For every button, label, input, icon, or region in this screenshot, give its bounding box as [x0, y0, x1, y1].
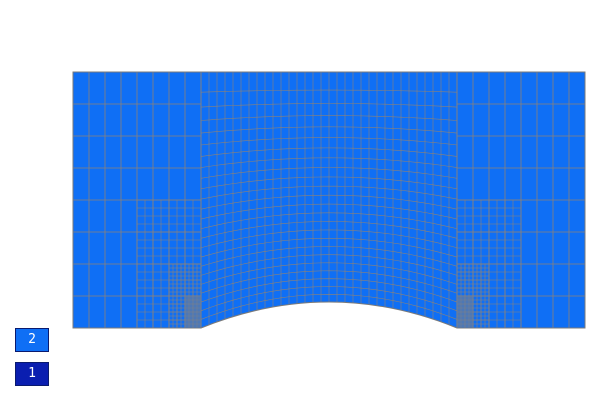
mesh-line: [200, 137, 458, 146]
mesh-line: [200, 115, 458, 121]
mesh-line: [200, 254, 458, 276]
mesh-line: [200, 126, 458, 134]
mesh-line: [200, 278, 458, 303]
mesh-line: [200, 203, 458, 220]
mesh-line: [200, 147, 458, 157]
mesh-line: [200, 262, 458, 285]
mesh-line: [200, 212, 458, 230]
mesh-line: [200, 176, 458, 190]
mesh-line: [200, 185, 458, 200]
mesh-line: [200, 167, 458, 179]
mesh-line: [200, 286, 458, 312]
mesh-grid-lines: [72, 71, 586, 329]
mesh-line: [200, 103, 458, 108]
mesh-line: [200, 246, 458, 267]
mesh-line: [200, 229, 458, 249]
mesh-boundary: [72, 71, 586, 329]
mesh-line: [200, 270, 458, 294]
mesh-line: [200, 237, 458, 258]
mesh-line: [200, 221, 458, 239]
legend-item-region-1: 1: [15, 362, 49, 386]
mesh-line: [200, 157, 458, 168]
legend-label-region-2: 2: [28, 332, 36, 347]
mesh-line: [200, 194, 458, 210]
mesh-line: [200, 293, 458, 320]
legend-item-region-2: 2: [15, 328, 49, 352]
legend-label-region-1: 1: [28, 366, 36, 381]
mesh-line: [200, 89, 458, 93]
